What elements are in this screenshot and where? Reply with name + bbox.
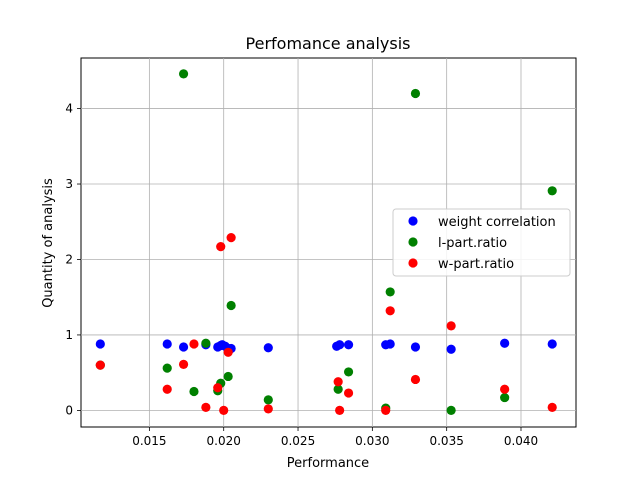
y-tick-label: 1	[65, 328, 73, 342]
point-series-2	[446, 405, 456, 415]
data-points	[95, 69, 557, 415]
x-tick-label: 0.020	[207, 434, 241, 448]
point-series-2	[547, 186, 557, 196]
point-series-1	[385, 339, 395, 349]
x-axis-ticks: 0.015 0.020 0.025 0.030 0.035 0.040	[132, 427, 538, 448]
point-series-1	[95, 339, 105, 349]
point-series-3	[385, 306, 395, 316]
legend-label: w-part.ratio	[438, 257, 514, 272]
y-tick-label: 2	[65, 252, 73, 266]
point-series-3	[381, 405, 391, 415]
point-series-3	[219, 405, 229, 415]
y-tick-label: 0	[65, 403, 73, 417]
point-series-1	[547, 339, 557, 349]
x-tick-label: 0.035	[429, 434, 463, 448]
point-series-1	[178, 342, 189, 352]
point-series-3	[500, 384, 510, 394]
point-series-3	[446, 321, 456, 331]
point-series-2	[201, 338, 211, 348]
point-series-1	[162, 339, 172, 349]
point-series-2	[500, 392, 510, 403]
point-series-2	[263, 395, 273, 405]
point-series-2	[162, 363, 172, 373]
x-axis-label: Performance	[287, 456, 369, 471]
legend-marker	[408, 237, 418, 247]
point-series-3	[95, 360, 105, 370]
point-series-1	[410, 342, 421, 352]
point-series-1	[343, 340, 354, 350]
point-series-3	[189, 339, 199, 349]
legend-label: weight correlation	[438, 215, 556, 230]
point-series-2	[189, 386, 199, 397]
point-series-3	[410, 374, 421, 385]
y-axis-ticks: 0 1 2 3 4	[65, 102, 81, 417]
point-series-3	[263, 404, 273, 414]
point-series-1	[335, 340, 345, 350]
point-series-3	[162, 384, 172, 394]
point-series-3	[178, 359, 189, 369]
point-series-3	[226, 232, 236, 243]
x-tick-label: 0.015	[132, 434, 166, 448]
point-series-3	[216, 242, 226, 252]
point-series-2	[226, 300, 236, 311]
x-tick-label: 0.025	[281, 434, 315, 448]
point-series-1	[263, 343, 273, 353]
point-series-2	[410, 88, 421, 99]
point-series-2	[178, 69, 189, 79]
point-series-2	[223, 371, 233, 382]
point-series-3	[223, 347, 233, 357]
x-tick-label: 0.030	[355, 434, 389, 448]
legend-marker	[408, 216, 418, 226]
chart-title: Perfomance analysis	[246, 34, 411, 53]
legend: weight correlation l-part.ratio w-part.rat…	[392, 208, 571, 277]
point-series-3	[547, 402, 557, 412]
y-axis-label: Quantity of analysis	[41, 178, 56, 308]
y-tick-label: 3	[65, 177, 73, 191]
legend-marker	[408, 258, 418, 268]
point-series-2	[385, 287, 395, 297]
legend-box	[392, 208, 571, 277]
point-series-2	[333, 384, 343, 394]
point-series-3	[343, 388, 354, 398]
point-series-3	[335, 405, 345, 415]
point-series-1	[446, 344, 456, 354]
point-series-1	[500, 338, 510, 348]
y-tick-label: 4	[65, 102, 73, 116]
plot-area	[80, 57, 577, 428]
x-tick-label: 0.040	[504, 434, 538, 448]
point-series-2	[343, 367, 354, 377]
point-series-3	[201, 402, 211, 412]
point-series-3	[333, 377, 343, 387]
legend-label: l-part.ratio	[438, 236, 507, 251]
point-series-3	[213, 383, 223, 393]
